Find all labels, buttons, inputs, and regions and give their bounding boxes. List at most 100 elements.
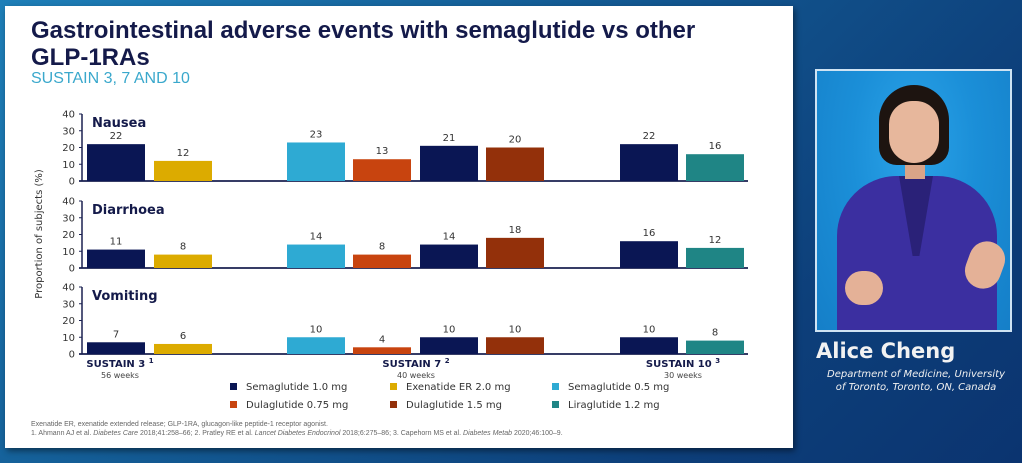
legend-label: Liraglutide 1.2 mg [568,400,660,411]
bar-value-label: 18 [509,225,522,236]
reference: 2. Pratley RE et al. Lancet Diabetes End… [194,430,393,437]
y-tick-label: 40 [62,197,75,208]
bar-chart: Proportion of subjects (%) 010203040Naus… [34,110,748,380]
y-tick-label: 20 [62,143,75,154]
bar-value-label: 6 [180,331,186,342]
y-tick-label: 40 [62,283,75,294]
legend-swatch [230,401,237,408]
legend-swatch [552,401,559,408]
legend-item: Dulaglutide 0.75 mg [230,400,348,411]
speaker-affiliation-line2: of Toronto, Toronto, ON, Canada [835,382,997,393]
bar-value-label: 4 [379,334,385,345]
bar-value-label: 16 [643,228,656,239]
legend-label: Semaglutide 1.0 mg [246,382,348,393]
panel-diarrhoea: 0 10 20 30 40 Diarrhoea 11 8 14 8 14 18 16 12 [62,197,748,275]
group-sublabel: 30 weeks [664,371,702,380]
bar [287,337,345,354]
y-tick-label: 20 [62,230,75,241]
bar-value-label: 22 [110,131,123,142]
y-tick-label: 0 [69,264,75,275]
group-sublabel: 56 weeks [101,371,139,380]
bar [420,145,478,181]
bar-value-label: 8 [180,242,186,253]
bar [154,343,212,354]
slide [5,6,793,448]
legend-label: Dulaglutide 0.75 mg [246,400,349,411]
speaker-affiliation-line1: Department of Medicine, University [827,369,1005,380]
reference: 3. Capehorn MS et al. Diabetes Metab 202… [392,430,563,437]
speaker-left-hand [845,271,883,305]
y-tick-label: 0 [69,177,75,188]
group-label: SUSTAIN 10 3 [646,357,720,370]
bar [353,254,411,268]
bar [87,249,145,268]
panel-title: Nausea [92,116,146,131]
bar [620,337,678,354]
bar [486,237,544,268]
bar [287,142,345,181]
panel-title: Diarrhoea [92,203,165,218]
y-tick-label: 40 [62,110,75,121]
bar [620,144,678,181]
bar-value-label: 16 [709,141,722,152]
group-label: SUSTAIN 3 1 [86,357,153,370]
bar [353,159,411,181]
bar [154,160,212,181]
legend-label: Dulaglutide 1.5 mg [406,400,502,411]
bar-value-label: 21 [443,133,456,144]
legend-item: Semaglutide 1.0 mg [230,382,347,393]
bar-value-label: 22 [643,131,656,142]
speaker-name: Alice Cheng [816,339,956,363]
bar-value-label: 20 [509,135,522,146]
legend-item: Semaglutide 0.5 mg [552,382,669,393]
bar-value-label: 12 [177,148,190,159]
y-tick-label: 10 [62,247,75,258]
bar-value-label: 10 [509,324,522,335]
bar [620,241,678,268]
bar-value-label: 23 [310,129,323,140]
bar-value-label: 8 [712,328,718,339]
legend-item: Dulaglutide 1.5 mg [390,400,502,411]
bar-value-label: 10 [443,324,456,335]
footnote-references: 1. Ahmann AJ et al. Diabetes Care 2018;4… [31,429,771,438]
group-label: SUSTAIN 7 2 [382,357,449,370]
panel-vomiting: 0 10 20 30 40 Vomiting 7 6 10 4 10 10 10 8 [62,283,748,361]
bar [686,340,744,354]
bar-value-label: 13 [376,146,389,157]
y-tick-label: 20 [62,316,75,327]
bar [87,144,145,181]
bar [87,342,145,354]
reference: 1. Ahmann AJ et al. Diabetes Care 2018;4… [31,430,195,437]
y-tick-label: 10 [62,333,75,344]
legend-label: Semaglutide 0.5 mg [568,382,670,393]
bar [287,244,345,268]
y-tick-label: 10 [62,160,75,171]
legend-label: Exenatide ER 2.0 mg [406,382,511,393]
speaker-affiliation: Department of Medicine, University of To… [816,368,1016,394]
bar [353,347,411,354]
legend-item: Liraglutide 1.2 mg [552,400,660,411]
bar-value-label: 14 [443,232,456,243]
bar [686,247,744,268]
bar [486,147,544,181]
y-tick-label: 30 [62,213,75,224]
y-tick-label: 30 [62,126,75,137]
bar [486,337,544,354]
bar-value-label: 10 [310,324,323,335]
legend-swatch [390,383,397,390]
y-tick-label: 0 [69,350,75,361]
bar [420,337,478,354]
bar-value-label: 12 [709,235,722,246]
bar-value-label: 7 [113,329,119,340]
bar-value-label: 10 [643,324,656,335]
footnote-abbreviations: Exenatide ER, exenatide extended release… [31,421,328,428]
bar-value-label: 11 [110,237,123,248]
slide-title: Gastrointestinal adverse events with sem… [31,17,696,71]
y-axis-label: Proportion of subjects (%) [34,169,45,299]
bar-value-label: 14 [310,232,323,243]
group-sublabel: 40 weeks [397,371,435,380]
bar [686,154,744,181]
bar-value-label: 8 [379,242,385,253]
panel-title: Vomiting [92,289,158,304]
